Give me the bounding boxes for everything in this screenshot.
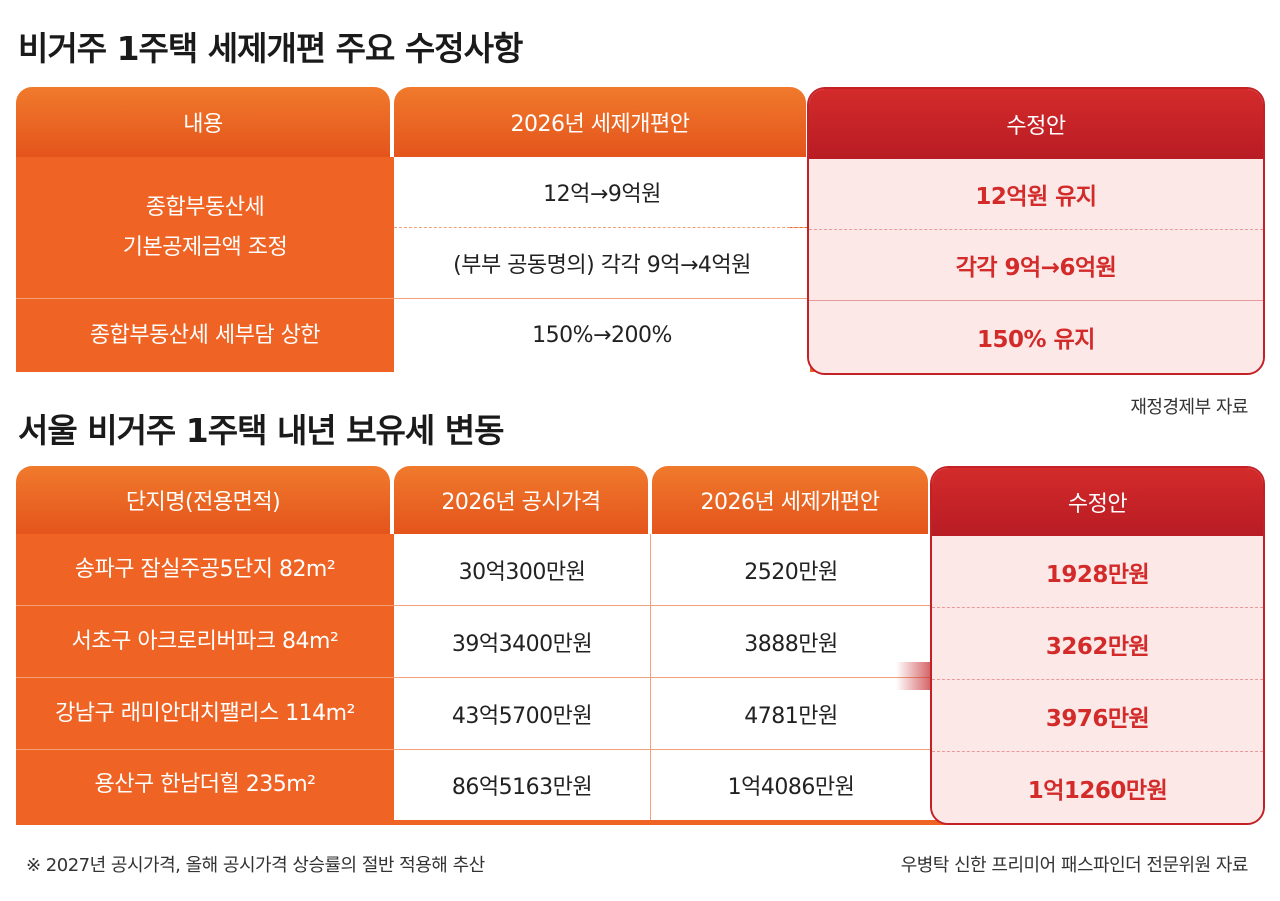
table2-white-divider-2	[394, 677, 931, 678]
table2-row3-name: 강남구 래미안대치팰리스 114m²	[55, 700, 355, 726]
table2-row1-name: 송파구 잠실주공5단지 82m²	[74, 556, 336, 582]
table2-row1-revision: 1928만원	[932, 536, 1263, 607]
table2-revision-column: 수정안 1928만원 3262만원 3976만원 1억1260만원	[930, 466, 1265, 825]
table2-revision-divider-2	[932, 679, 1263, 680]
table2-label-column-bg	[16, 534, 394, 825]
table1-revision-dashed-divider	[809, 229, 1263, 230]
table2-white-divider-3	[394, 749, 931, 750]
table1-header-content: 내용	[16, 87, 390, 157]
table1-row2-label: 종합부동산세 세부담 상한	[89, 322, 321, 348]
table1-row1a-proposal: 12억→9억원	[394, 157, 810, 227]
table2-row4-proposal: 1억4086만원	[651, 750, 931, 820]
table2-revision-divider-1	[932, 607, 1263, 608]
table1-dashed-divider	[394, 227, 810, 228]
table2-label-divider-1	[16, 605, 394, 606]
table1-row2-revision: 150% 유지	[809, 301, 1263, 373]
table2-label-divider-2	[16, 677, 394, 678]
table2-header-proposal: 2026년 세제개편안	[652, 466, 928, 534]
footnote: ※ 2027년 공시가격, 올해 공시가격 상승률의 절반 적용해 추산	[26, 855, 485, 876]
table1-header-revision: 수정안	[809, 89, 1263, 159]
table1-source: 재정경제부 자료	[1130, 397, 1248, 418]
table2-row4-name: 용산구 한남더힐 235m²	[94, 772, 316, 797]
table1-divider-row2	[394, 298, 810, 299]
table2-row2-name: 서초구 아크로리버파크 84m²	[71, 628, 339, 654]
table2-row2-proposal: 3888만원	[651, 606, 931, 677]
table1-header-proposal: 2026년 세제개편안	[394, 87, 806, 157]
table1-revision-column: 수정안 12억원 유지 각각 9억→6억원 150% 유지	[807, 87, 1265, 375]
table2-row4-revision: 1억1260만원	[932, 752, 1263, 823]
table1-row2-proposal: 150%→200%	[394, 299, 810, 372]
table2-row4-price: 86억5163만원	[394, 750, 650, 820]
table2-row3-revision: 3976만원	[932, 680, 1263, 751]
table2-row1-proposal: 2520만원	[651, 534, 931, 605]
table1-row1-label: 종합부동산세 기본공제금액 조정	[16, 157, 394, 299]
table1-label-column-bg	[16, 157, 394, 372]
table2-revision-divider-3	[932, 751, 1263, 752]
table1-divider-row	[16, 298, 394, 299]
table2-header-revision: 수정안	[932, 468, 1263, 536]
table1-row1-label-line2: 기본공제금액 조정	[122, 235, 288, 260]
table2-row3-proposal: 4781만원	[651, 678, 931, 749]
table2-row3-price: 43억5700만원	[394, 678, 650, 749]
table2-row2-revision: 3262만원	[932, 608, 1263, 679]
table1-row1a-revision: 12억원 유지	[809, 159, 1263, 229]
table2-white-divider-1	[394, 605, 931, 606]
table1-revision-divider	[809, 300, 1263, 301]
table2-row2-price: 39억3400만원	[394, 606, 650, 677]
table2-header-price: 2026년 공시가격	[394, 466, 648, 534]
table2-source: 우병탁 신한 프리미어 패스파인더 전문위원 자료	[900, 855, 1249, 876]
title-tax-revision: 비거주 1주택 세제개편 주요 수정사항	[18, 29, 523, 68]
table2-bottom-strip	[394, 820, 954, 825]
table2-header-name: 단지명(전용면적)	[16, 466, 390, 534]
table1-row1b-proposal: (부부 공동명의) 각각 9억→4억원	[394, 228, 810, 298]
table1-row1b-revision: 각각 9억→6억원	[809, 230, 1263, 300]
table2-row1-price: 30억300만원	[394, 534, 650, 605]
title-holding-tax-change: 서울 비거주 1주택 내년 보유세 변동	[18, 411, 504, 450]
table2-label-divider-3	[16, 749, 394, 750]
table1-row1-label-line1: 종합부동산세	[145, 195, 265, 220]
